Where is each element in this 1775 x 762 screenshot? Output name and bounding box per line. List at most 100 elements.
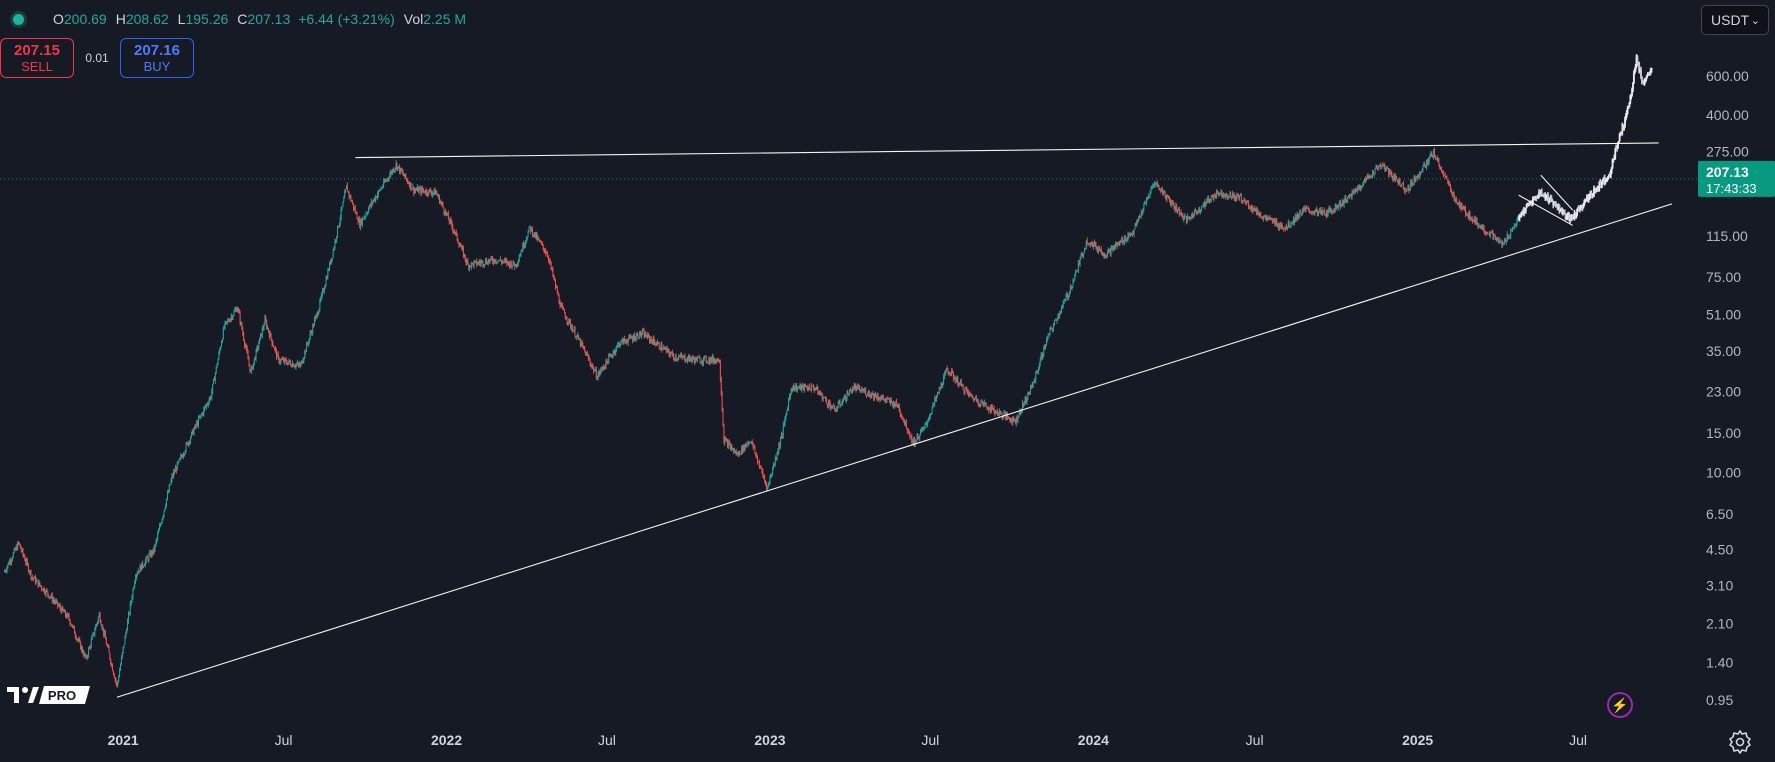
candle-body xyxy=(551,268,553,269)
candle-body xyxy=(1373,174,1375,176)
candle-body xyxy=(1525,204,1528,208)
candle-body xyxy=(1102,253,1104,256)
candle-body xyxy=(958,384,960,386)
candle-body xyxy=(904,420,906,425)
candle-body xyxy=(1030,385,1032,386)
candle-body xyxy=(874,393,875,399)
candle-body xyxy=(71,624,73,627)
candle-body xyxy=(727,442,729,448)
candle-body xyxy=(1608,174,1610,177)
candle-body xyxy=(923,426,925,428)
candle-body xyxy=(1076,270,1078,272)
candle-body xyxy=(667,348,669,351)
candle-body xyxy=(316,313,318,317)
candle-body xyxy=(1565,217,1568,219)
candle-body xyxy=(50,594,52,598)
candle-body xyxy=(1535,197,1538,198)
candle-body xyxy=(805,387,807,388)
candle-body xyxy=(848,394,850,396)
candle-body xyxy=(397,166,399,170)
candle-body xyxy=(712,356,714,362)
candle-body xyxy=(1250,205,1252,209)
candle-body xyxy=(431,193,433,195)
candle-body xyxy=(1079,258,1081,265)
candle-body xyxy=(668,350,670,354)
candle-body xyxy=(46,590,48,592)
candle-body xyxy=(837,403,839,408)
candle-body xyxy=(909,434,911,438)
currency-select[interactable]: USDT ⌄ xyxy=(1701,5,1769,35)
candle-body xyxy=(159,524,161,526)
candle-body xyxy=(983,402,985,404)
candle-body xyxy=(287,362,289,365)
candle-body xyxy=(759,467,761,469)
candle-body xyxy=(47,591,49,595)
gear-icon[interactable] xyxy=(1727,728,1753,754)
candle-body xyxy=(966,388,968,391)
candle-body xyxy=(1498,238,1500,243)
candle-body xyxy=(297,362,299,365)
candle-body xyxy=(616,345,618,350)
candle-body xyxy=(89,646,91,648)
candle-body xyxy=(732,448,734,450)
candle-body xyxy=(937,392,939,393)
candle-body xyxy=(42,588,44,591)
candle-body xyxy=(100,621,102,626)
candle-body xyxy=(396,163,398,170)
candle-body xyxy=(1553,202,1556,206)
candle-body xyxy=(701,361,703,363)
candle-body xyxy=(612,353,614,357)
candle-body xyxy=(876,395,878,399)
candle-body xyxy=(439,201,441,204)
candle-body xyxy=(1439,165,1441,169)
candle-body xyxy=(956,377,958,380)
candle-body xyxy=(200,414,202,416)
candle-body xyxy=(1095,242,1097,249)
candle-body xyxy=(1610,167,1613,172)
candle-body xyxy=(1255,209,1257,215)
candle-body xyxy=(763,475,765,478)
candle-body xyxy=(1350,194,1352,197)
candle-body xyxy=(243,333,245,341)
candle-body xyxy=(1447,179,1449,183)
candle-body xyxy=(1323,210,1325,213)
sell-button[interactable]: 207.15 SELL xyxy=(0,38,74,78)
buy-button[interactable]: 207.16 BUY xyxy=(120,38,194,78)
candle-body xyxy=(723,424,725,443)
candle-body xyxy=(1561,207,1563,214)
candle-body xyxy=(965,388,967,389)
candle-body xyxy=(871,393,873,396)
candle-body xyxy=(1412,183,1414,185)
candle-body xyxy=(629,335,631,337)
low-label: L xyxy=(177,11,186,27)
candle-body xyxy=(820,393,821,395)
candle-body xyxy=(194,424,196,429)
candle-body xyxy=(24,557,26,561)
candle-body xyxy=(913,439,914,446)
candle-body xyxy=(474,260,476,262)
lightning-icon[interactable]: ⚡ xyxy=(1607,692,1633,718)
candle-body xyxy=(119,670,121,678)
candle-body xyxy=(1226,193,1228,199)
candle-body xyxy=(1185,216,1187,223)
candle-body xyxy=(85,656,87,658)
candle-body xyxy=(1617,141,1620,144)
candle-body xyxy=(1056,320,1058,321)
candle-body xyxy=(43,588,45,593)
candle-body xyxy=(1398,179,1400,184)
candle-body xyxy=(1455,199,1457,202)
candle-body xyxy=(83,653,85,656)
candle-body xyxy=(860,389,862,391)
candle-body xyxy=(1011,418,1013,423)
candle-body xyxy=(198,417,199,426)
candle-body xyxy=(1620,132,1623,133)
candle-body xyxy=(1152,185,1154,189)
candle-body xyxy=(1045,339,1047,345)
candle-body xyxy=(882,396,884,399)
currency-label: USDT xyxy=(1711,12,1750,28)
candle-body xyxy=(61,607,63,613)
candle-body xyxy=(1162,188,1163,195)
candle-body xyxy=(348,191,350,197)
candle-body xyxy=(797,387,799,389)
